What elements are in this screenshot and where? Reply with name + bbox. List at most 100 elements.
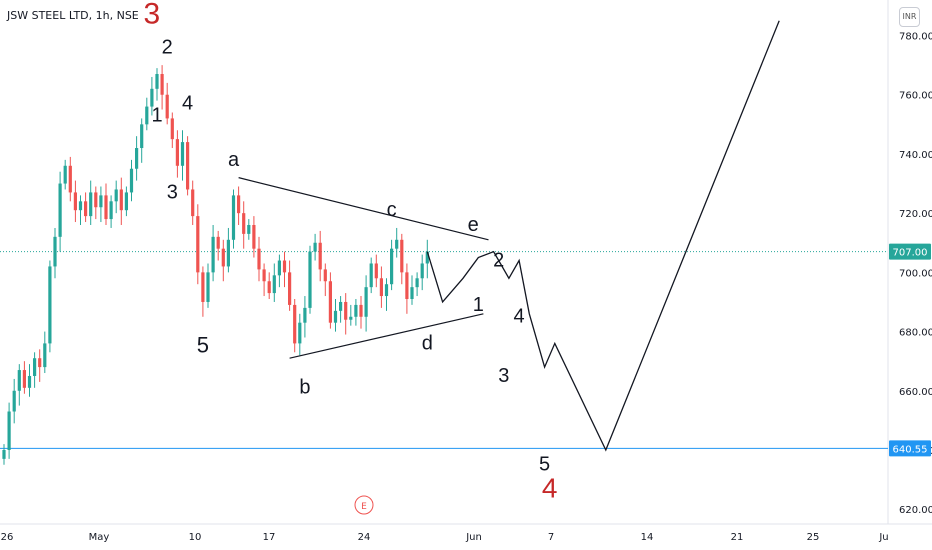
candle-body [2,449,6,459]
chart-title: JSW STEEL LTD, 1h, NSE [7,9,139,22]
y-tick-label: 680.00 [899,328,932,339]
candle-body [124,192,128,211]
candle-body [349,316,353,320]
wave-label: b [299,377,310,399]
candle-body [272,275,276,294]
x-tick-label: 21 [731,532,744,543]
candle-body [78,201,83,211]
candle-body [53,236,57,267]
candle-body [313,242,317,252]
y-tick-label: 780.00 [899,32,932,43]
candle-body [262,269,266,282]
price-label-box [889,440,931,457]
x-tick-label: Ju [878,532,888,543]
y-tick-label: 760.00 [899,91,932,102]
wave-label: d [422,332,433,354]
candle-body [73,192,77,211]
candle-body [328,281,332,323]
candle-body [267,281,271,294]
wave-label: 5 [197,332,209,357]
candle-body [318,242,322,270]
wave-label: 3 [498,365,509,387]
event-marker-icon [354,495,374,515]
candle-body [170,118,174,140]
candle-body [226,239,230,267]
candle-body [160,74,164,95]
price-label-text: 707.00 [893,248,928,259]
candle-body [196,216,200,273]
y-tick-label: 700.00 [899,268,932,279]
candle-body [109,201,113,220]
candle-body [369,263,373,288]
candle-body [104,195,108,220]
candle-body [257,248,261,270]
y-tick-label: 740.00 [899,150,932,161]
candle-body [344,301,348,320]
candle-body [12,390,16,412]
candle-body [359,304,363,317]
currency-badge[interactable]: INR [899,7,920,27]
candle-body [201,272,205,302]
candle-body [282,260,287,273]
price-label-text: 640.55 [893,444,928,455]
candle-body [354,304,358,317]
wave-label: 1 [473,294,484,316]
candle-body [94,192,98,208]
candle-body [33,358,37,376]
candle-body [165,94,169,119]
candle-body [150,88,154,107]
wave-label: 2 [162,36,173,58]
candle-body [308,251,312,308]
candle-body [175,139,179,166]
x-tick-label: 26 [1,532,14,543]
trend-line-upper-abce [238,177,489,241]
candle-body [364,287,368,317]
candle-body [415,278,419,288]
y-tick-label: 660.00 [899,387,932,398]
candle-body [17,370,21,391]
candle-body [22,370,26,388]
candle-body [410,287,414,300]
candle-body [129,168,134,193]
candle-body [206,272,210,302]
candle-body [425,251,429,264]
candle-body [68,165,72,193]
wave-label: 4 [514,306,525,328]
candle-body [27,375,32,388]
x-tick-label: May [89,532,110,543]
x-tick-label: 17 [263,532,276,543]
candle-body [374,263,378,279]
price-label-box [889,243,931,260]
candle-body [38,358,42,368]
candle-body [231,195,236,240]
candle-body [145,106,149,125]
trend-line-lower-bd1 [289,313,484,359]
x-tick-label: 10 [189,532,202,543]
wave-label: 3 [167,181,178,203]
wave-label: 4 [542,472,558,503]
candle-body [293,304,297,344]
candle-body [48,266,52,344]
candle-body [339,301,343,311]
candle-body [288,272,292,305]
candle-body [384,284,389,297]
wave-label: 1 [151,104,162,126]
candle-body [400,239,404,273]
candle-body [58,183,62,237]
candle-body [405,272,409,300]
wave-label: 4 [182,93,193,115]
candle-body [114,189,118,202]
candle-body [135,148,139,169]
wave-label: 3 [144,0,161,31]
candle-body [395,239,399,249]
event-marker-label: E [361,502,367,512]
candle-body [216,236,220,249]
candle-body [186,142,190,190]
candle-body [237,195,241,214]
wave-label: 2 [493,249,504,271]
x-tick-label: Jun [465,532,482,543]
candle-body [43,343,47,368]
candle-body [298,322,302,344]
candle-body [7,411,11,450]
